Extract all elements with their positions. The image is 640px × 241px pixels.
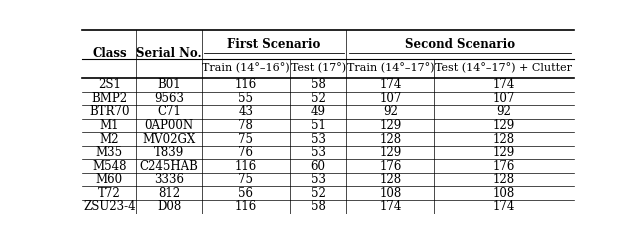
Text: 107: 107 [380,92,402,105]
Text: M60: M60 [96,173,123,186]
Text: 92: 92 [497,106,511,119]
Text: 128: 128 [493,133,515,146]
Text: Test (17°): Test (17°) [291,63,346,74]
Text: 129: 129 [380,146,401,159]
Text: Train (14°–17°): Train (14°–17°) [347,63,434,74]
Text: 52: 52 [310,92,326,105]
Text: B01: B01 [157,78,181,91]
Text: 78: 78 [238,119,253,132]
Text: 176: 176 [380,160,402,173]
Text: Serial No.: Serial No. [136,47,202,60]
Text: 129: 129 [493,119,515,132]
Text: 49: 49 [310,106,326,119]
Text: C71: C71 [157,106,181,119]
Text: First Scenario: First Scenario [227,38,321,51]
Text: 58: 58 [310,200,326,213]
Text: 53: 53 [310,173,326,186]
Text: BTR70: BTR70 [89,106,130,119]
Text: 174: 174 [380,78,402,91]
Text: T839: T839 [154,146,184,159]
Text: 75: 75 [238,133,253,146]
Text: T72: T72 [98,187,121,200]
Text: 2S1: 2S1 [98,78,121,91]
Text: 108: 108 [493,187,515,200]
Text: 9563: 9563 [154,92,184,105]
Text: 176: 176 [493,160,515,173]
Text: 129: 129 [380,119,401,132]
Text: 128: 128 [380,173,401,186]
Text: 116: 116 [235,78,257,91]
Text: M548: M548 [92,160,127,173]
Text: 812: 812 [158,187,180,200]
Text: Train (14°–16°): Train (14°–16°) [202,63,289,74]
Text: M2: M2 [100,133,119,146]
Text: 58: 58 [310,78,326,91]
Text: 116: 116 [235,200,257,213]
Text: Second Scenario: Second Scenario [405,38,515,51]
Text: 107: 107 [493,92,515,105]
Text: 92: 92 [383,106,398,119]
Text: M35: M35 [96,146,123,159]
Text: 52: 52 [310,187,326,200]
Text: 43: 43 [238,106,253,119]
Text: 174: 174 [380,200,402,213]
Text: 75: 75 [238,173,253,186]
Text: 116: 116 [235,160,257,173]
Text: M1: M1 [100,119,119,132]
Text: Test (14°–17°) + Clutter: Test (14°–17°) + Clutter [435,63,572,74]
Text: 108: 108 [380,187,401,200]
Text: C245HAB: C245HAB [140,160,198,173]
Text: MV02GX: MV02GX [143,133,196,146]
Text: 174: 174 [493,200,515,213]
Text: 51: 51 [310,119,326,132]
Text: 76: 76 [238,146,253,159]
Text: BMP2: BMP2 [92,92,127,105]
Text: 3336: 3336 [154,173,184,186]
Text: D08: D08 [157,200,181,213]
Text: 0AP00N: 0AP00N [145,119,194,132]
Text: ZSU23-4: ZSU23-4 [83,200,136,213]
Text: 128: 128 [493,173,515,186]
Text: 174: 174 [493,78,515,91]
Text: 128: 128 [380,133,401,146]
Text: 60: 60 [310,160,326,173]
Text: Class: Class [92,47,127,60]
Text: 53: 53 [310,133,326,146]
Text: 56: 56 [238,187,253,200]
Text: 53: 53 [310,146,326,159]
Text: 129: 129 [493,146,515,159]
Text: 55: 55 [238,92,253,105]
